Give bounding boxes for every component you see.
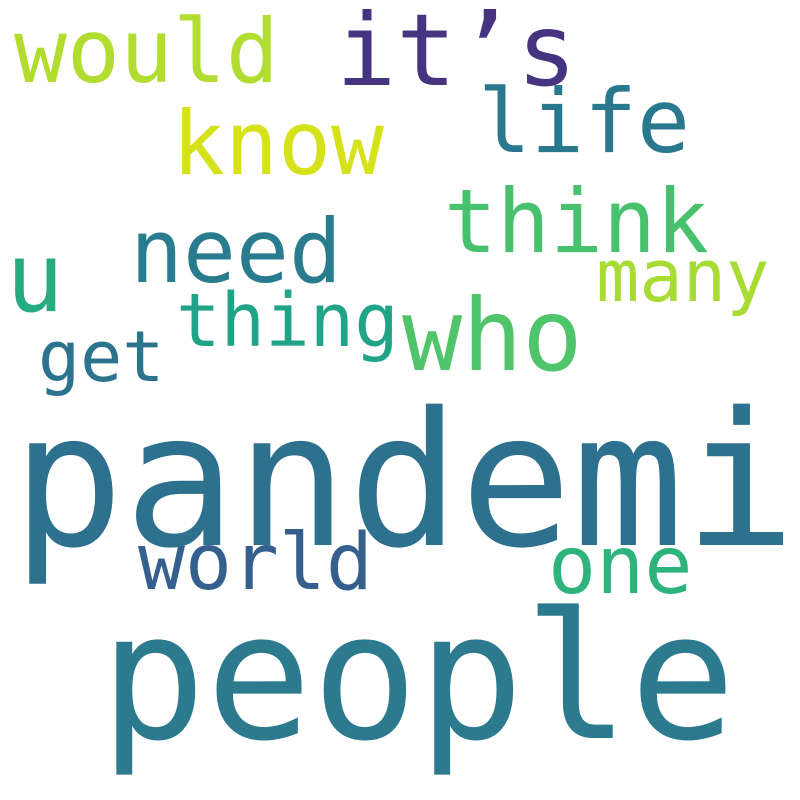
word-world: world [138,518,373,608]
word-pandemic: pandemic [12,372,800,589]
word-one: one [548,519,693,612]
word-u: u [6,222,64,334]
word-who: who [402,277,583,394]
word-people: people [100,575,736,780]
word-think: think [444,170,709,273]
word-thing: thing [176,278,399,364]
word-know: know [172,92,384,195]
word-would: would [14,0,279,103]
word-get: get [38,316,165,398]
word-its: it’s [336,0,577,109]
word-life: life [478,70,690,173]
word-need: need [130,200,342,303]
word-many: many [596,234,770,318]
